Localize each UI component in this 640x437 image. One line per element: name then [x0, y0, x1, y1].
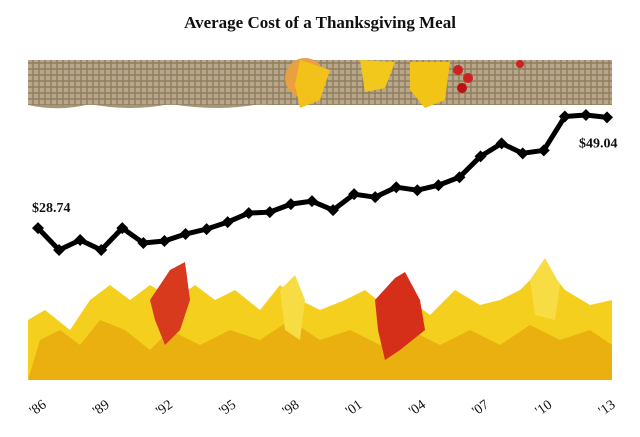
x-tick-label: '98 [280, 398, 302, 420]
point [327, 204, 340, 217]
point [221, 216, 234, 229]
x-tick-label: '86 [27, 398, 49, 420]
point [74, 234, 87, 247]
chart-title: Average Cost of a Thanksgiving Meal [184, 13, 456, 32]
point [158, 235, 171, 248]
x-tick-label: '10 [533, 398, 555, 420]
point [558, 110, 571, 123]
x-tick-label: '95 [217, 398, 239, 420]
point [32, 222, 44, 235]
point [284, 198, 297, 211]
point [390, 181, 403, 194]
point [453, 171, 466, 184]
point [537, 144, 550, 157]
x-tick-label: '07 [470, 398, 492, 420]
x-tick-label: '92 [154, 398, 176, 420]
point [53, 244, 66, 256]
point [516, 147, 529, 160]
point [369, 191, 382, 204]
x-tick-label: '13 [596, 398, 618, 420]
data-label: $28.74 [32, 201, 71, 216]
background-leaves [28, 258, 612, 380]
point [432, 179, 445, 192]
data-label: $49.04 [579, 136, 618, 151]
point [474, 150, 487, 163]
point [116, 222, 129, 235]
point [95, 244, 108, 256]
line [36, 112, 608, 253]
x-tick-label: '89 [90, 398, 112, 420]
point [495, 137, 508, 150]
point [137, 237, 150, 250]
point [411, 184, 424, 197]
point [305, 195, 318, 208]
point [601, 111, 613, 124]
point [200, 223, 213, 236]
point [263, 206, 276, 219]
point [242, 207, 255, 220]
background-burlap [28, 58, 612, 109]
x-tick-label: '04 [407, 398, 429, 420]
x-tick-label: '01 [343, 398, 365, 420]
point [579, 109, 592, 121]
point [348, 188, 361, 201]
point [179, 228, 192, 241]
